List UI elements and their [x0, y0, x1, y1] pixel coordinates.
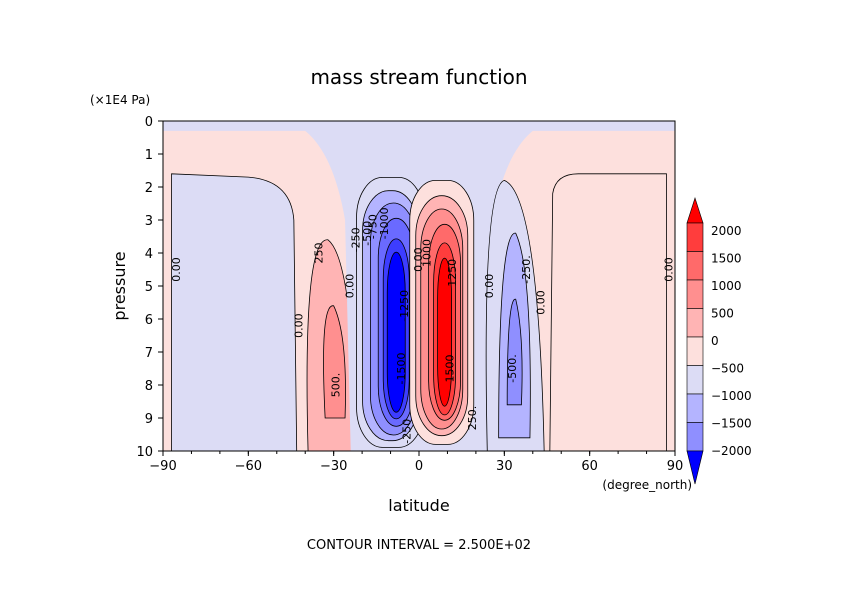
colorbar: 2000 1500 1000 500 0 −500 −1000 −1500 −2000	[686, 197, 752, 485]
contour-label: 1500	[443, 355, 456, 383]
colorbar-extend-min	[686, 450, 704, 485]
contour-label: -1000	[378, 207, 391, 239]
y-tick-label: 2	[145, 181, 153, 196]
contour-fills	[163, 121, 675, 452]
colorbar-label: 1000	[711, 279, 742, 293]
colorbar-label: 1500	[711, 252, 742, 266]
contour-label: -500.	[506, 354, 519, 382]
y-tick-label: 1	[145, 148, 153, 163]
colorbar-segment	[686, 365, 704, 395]
y-tick-label: 7	[145, 346, 153, 361]
x-units: (degree_north)	[602, 478, 692, 492]
y-tick-label: 0	[145, 115, 153, 130]
cell-south-polar	[171, 173, 298, 452]
contour-label: 0.00	[170, 257, 183, 282]
x-tick-label: 0	[415, 459, 423, 474]
contour-label: 0.00	[534, 290, 547, 315]
cell-north-ferrel-core	[506, 298, 523, 406]
colorbar-label: −2000	[711, 444, 752, 458]
x-tick-label: −30	[320, 459, 347, 474]
y-tick-label: 9	[145, 412, 153, 427]
cell-south-ferrel-core	[323, 305, 346, 419]
colorbar-segment	[686, 393, 704, 423]
contour-label: -1500	[395, 353, 408, 385]
contour-label: 0.00	[344, 274, 357, 299]
y-tick-label: 3	[145, 214, 153, 229]
y-ticks: 0 1 2 3 4 5 6 7 8 9 10	[136, 115, 163, 460]
x-tick-label: 90	[667, 459, 684, 474]
x-tick-label: 30	[496, 459, 513, 474]
x-tick-label: 60	[581, 459, 598, 474]
contour-label: -750	[366, 214, 379, 239]
y-units: (×1E4 Pa)	[90, 93, 150, 107]
hadley-north-level-5	[437, 257, 453, 407]
contour-label: 250	[312, 243, 325, 264]
x-ticks: −90 −60 −30 0 30 60 90	[149, 451, 684, 474]
contour-label: -250.	[520, 255, 533, 283]
y-tick-label: 6	[145, 313, 153, 328]
colorbar-segment	[686, 308, 704, 338]
contour-label: 250.	[466, 406, 479, 431]
y-tick-label: 10	[136, 445, 153, 460]
colorbar-segment	[686, 422, 704, 452]
contour-label: 0.00	[662, 257, 675, 282]
colorbar-label: −500	[711, 362, 744, 376]
colorbar-segment	[686, 336, 704, 366]
contour-label: 1000	[421, 239, 434, 267]
colorbar-label: 2000	[711, 224, 742, 238]
y-tick-label: 4	[145, 247, 153, 262]
contour-label: 0.00	[293, 313, 306, 338]
colorbar-label: 0	[711, 334, 719, 348]
colorbar-segment	[686, 279, 704, 309]
x-axis-label: latitude	[388, 496, 449, 515]
chart-title: mass stream function	[310, 65, 527, 89]
contour-label: -250	[349, 227, 362, 252]
contour-interval-note: CONTOUR INTERVAL = 2.500E+02	[307, 538, 531, 553]
x-tick-label: −60	[235, 459, 262, 474]
colorbar-label: −1000	[711, 389, 752, 403]
y-tick-label: 5	[145, 280, 153, 295]
contour-labels: 0.002500.00500.0.00-250-500-750-1000-125…	[170, 207, 675, 443]
cell-north-polar	[549, 173, 667, 452]
contour-label: 0.00	[412, 247, 425, 272]
y-tick-label: 8	[145, 379, 153, 394]
contour-label: -500	[361, 221, 374, 246]
hadley-south-level-5	[386, 251, 406, 413]
colorbar-segment	[686, 222, 704, 252]
contour-label: -250	[401, 419, 414, 444]
y-axis-label: pressure	[110, 251, 129, 320]
contour-label: 500.	[330, 373, 343, 398]
contour-label: 0.00	[483, 274, 496, 299]
colorbar-label: 500	[711, 307, 734, 321]
x-tick-label: −90	[149, 459, 176, 474]
plot-area: 0.002500.00500.0.00-250-500-750-1000-125…	[162, 120, 676, 452]
contour-label: 1250	[446, 259, 459, 287]
contour-label: -1250	[398, 290, 411, 322]
colorbar-label: −1500	[711, 417, 752, 431]
colorbar-segment	[686, 251, 704, 281]
colorbar-extend-max	[686, 197, 704, 224]
